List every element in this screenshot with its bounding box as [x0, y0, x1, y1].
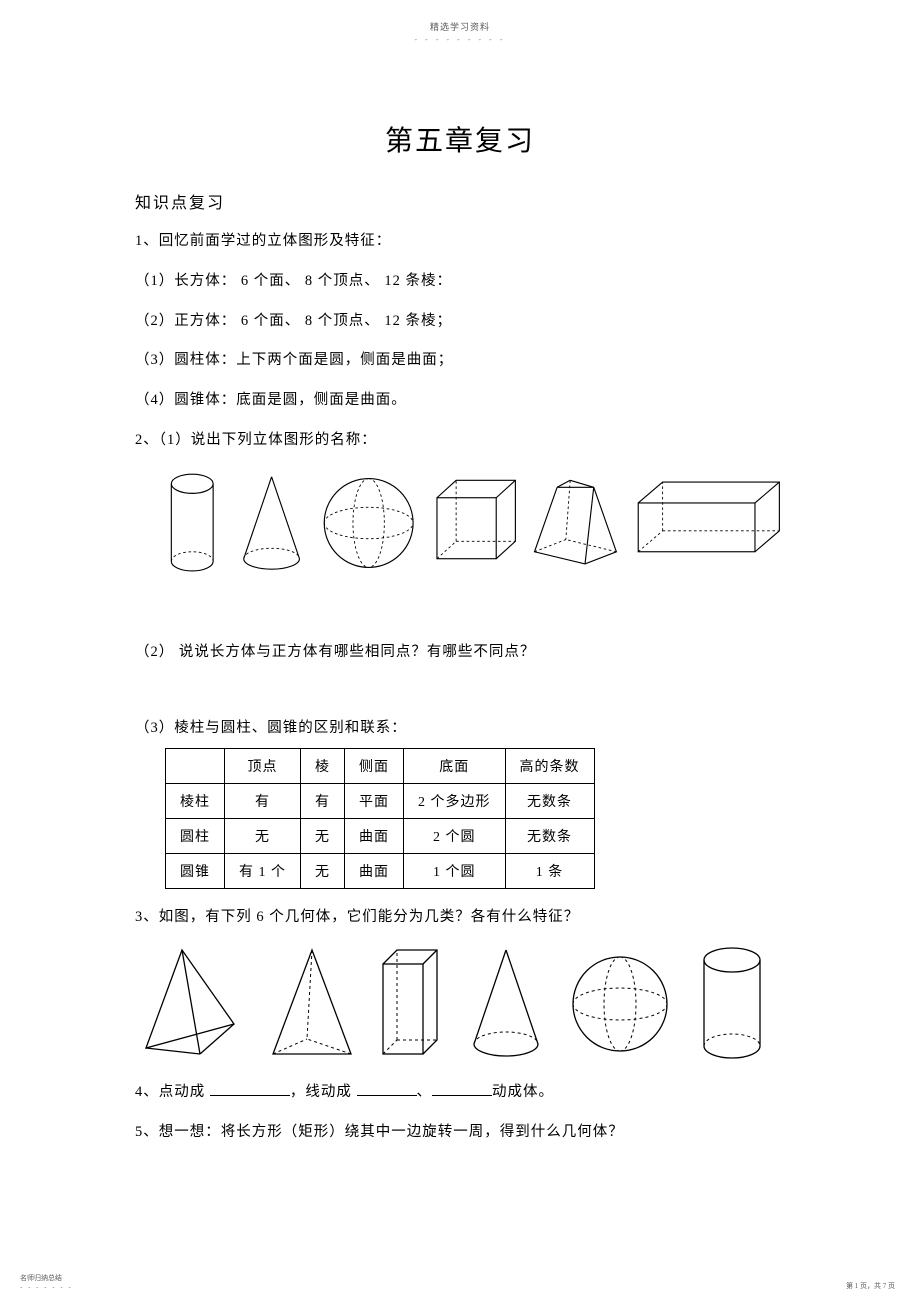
table-row: 棱柱 有 有 平面 2 个多边形 无数条	[166, 784, 595, 819]
th-base: 底面	[404, 749, 506, 784]
cuboid-icon	[633, 464, 785, 582]
line-1c: （3）圆柱体：上下两个面是圆，侧面是曲面；	[135, 350, 785, 372]
th-height: 高的条数	[505, 749, 594, 784]
line-1a: （1）长方体： 6 个面、 8 个顶点、 12 条棱：	[135, 271, 785, 293]
cylinder-icon	[160, 464, 225, 582]
th-edge: 棱	[301, 749, 345, 784]
section-heading: 知识点复习	[135, 189, 785, 213]
main-title: 第五章复习	[135, 119, 785, 159]
line-4: 4、点动成 ，线动成 、 动成体。	[135, 1082, 785, 1104]
top-header-text: 精选学习资料	[135, 20, 785, 33]
table-row: 圆柱 无 无 曲面 2 个圆 无数条	[166, 819, 595, 854]
shapes-row-2	[135, 944, 785, 1064]
geometry-table: 顶点 棱 侧面 底面 高的条数 棱柱 有 有 平面 2 个多边形 无数条 圆柱 …	[165, 748, 595, 889]
line-2: 2、（1）说出下列立体图形的名称：	[135, 430, 785, 452]
line-4-mid1: ，线动成	[290, 1084, 357, 1100]
footer-left: 名师归纳总结 - - - - - - -	[20, 1273, 73, 1291]
cylinder2-icon	[695, 944, 770, 1064]
rect-prism-icon	[379, 944, 444, 1064]
line-3: 3、如图，有下列 6 个几何体，它们能分为几类？各有什么特征？	[135, 907, 785, 929]
top-header-dashes: - - - - - - - - -	[135, 35, 785, 44]
shapes-row-1	[135, 464, 785, 582]
footer-right: 第 1 页，共 7 页	[846, 1281, 895, 1291]
line-1b: （2）正方体： 6 个面、 8 个顶点、 12 条棱；	[135, 311, 785, 333]
line-2b: （2） 说说长方体与正方体有哪些相同点？有哪些不同点？	[135, 642, 785, 664]
sphere2-icon	[568, 944, 673, 1064]
blank-2	[357, 1082, 417, 1096]
table-row: 圆锥 有 1 个 无 曲面 1 个圆 1 条	[166, 854, 595, 889]
line-4-end: 动成体。	[492, 1084, 554, 1100]
pyramid-icon	[267, 944, 357, 1064]
cone2-icon	[466, 944, 546, 1064]
cone-icon	[235, 464, 309, 582]
blank-1	[210, 1082, 290, 1096]
line-5: 5、想一想：将长方形（矩形）绕其中一边旋转一周，得到什么几何体？	[135, 1122, 785, 1144]
cube-icon	[430, 464, 521, 582]
sphere-icon	[319, 464, 419, 582]
blank-3	[432, 1082, 492, 1096]
th-blank	[166, 749, 225, 784]
footer-left-text: 名师归纳总结	[20, 1274, 62, 1282]
th-side: 侧面	[345, 749, 404, 784]
th-vertex: 顶点	[225, 749, 301, 784]
line-4-mid2: 、	[417, 1084, 433, 1100]
frustum-icon	[531, 464, 622, 582]
line-1d: （4）圆锥体：底面是圆，侧面是曲面。	[135, 390, 785, 412]
footer-left-dots: - - - - - - -	[20, 1283, 73, 1291]
table-header-row: 顶点 棱 侧面 底面 高的条数	[166, 749, 595, 784]
line-2c: （3）棱柱与圆柱、圆锥的区别和联系：	[135, 718, 785, 740]
page: 精选学习资料 - - - - - - - - - 第五章复习 知识点复习 1、回…	[0, 0, 920, 1303]
line-4-pre: 4、点动成	[135, 1084, 210, 1100]
line-1: 1、回忆前面学过的立体图形及特征：	[135, 231, 785, 253]
triangular-prism-icon	[140, 944, 245, 1064]
